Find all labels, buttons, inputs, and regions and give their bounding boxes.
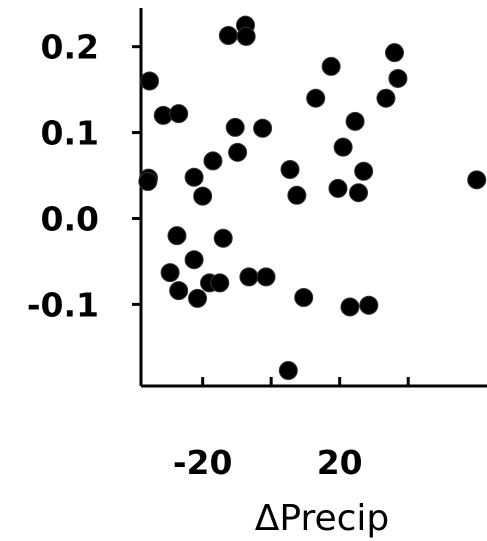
data-point (188, 288, 208, 308)
data-point (160, 263, 180, 283)
data-point (256, 267, 276, 287)
y-ticks: -0.1 0.0 0.1 0.2 (27, 28, 141, 324)
data-point (184, 250, 204, 270)
data-point (359, 295, 379, 315)
x-axis-title: ΔPrecip (255, 498, 390, 539)
data-point (385, 43, 405, 63)
data-point (184, 167, 204, 187)
x-tick-label: 20 (317, 443, 363, 482)
data-point (213, 228, 233, 248)
x-tick-label: -20 (173, 443, 233, 482)
data-point (345, 111, 365, 131)
data-point (140, 71, 160, 91)
data-point (193, 186, 213, 206)
y-tick-label: 0.2 (41, 28, 99, 67)
data-point (225, 117, 245, 137)
y-tick-label: 0.1 (41, 114, 99, 153)
x-ticks: -20 20 (173, 377, 410, 482)
data-point (278, 361, 298, 381)
data-point (236, 26, 256, 46)
data-point (280, 160, 300, 180)
data-point (167, 226, 187, 246)
data-point (138, 172, 158, 192)
data-point (349, 183, 369, 203)
data-point (169, 281, 189, 301)
data-point (376, 88, 396, 108)
data-point (333, 137, 353, 157)
data-point (321, 56, 341, 76)
data-point (218, 25, 238, 45)
data-point (287, 185, 307, 205)
data-point (228, 142, 248, 162)
data-point (253, 118, 273, 138)
y-tick-label: 0.0 (41, 199, 99, 238)
axes (139, 8, 487, 388)
data-point (203, 151, 223, 171)
data-point (239, 267, 259, 287)
data-point (388, 68, 408, 88)
data-point (210, 273, 230, 293)
data-point (340, 297, 360, 317)
data-point (169, 104, 189, 124)
data-point (354, 161, 374, 181)
data-point (328, 178, 348, 198)
y-tick-label: -0.1 (27, 285, 99, 324)
data-point (306, 88, 326, 108)
data-points (138, 15, 487, 381)
data-point (294, 288, 314, 308)
data-point (467, 170, 487, 190)
